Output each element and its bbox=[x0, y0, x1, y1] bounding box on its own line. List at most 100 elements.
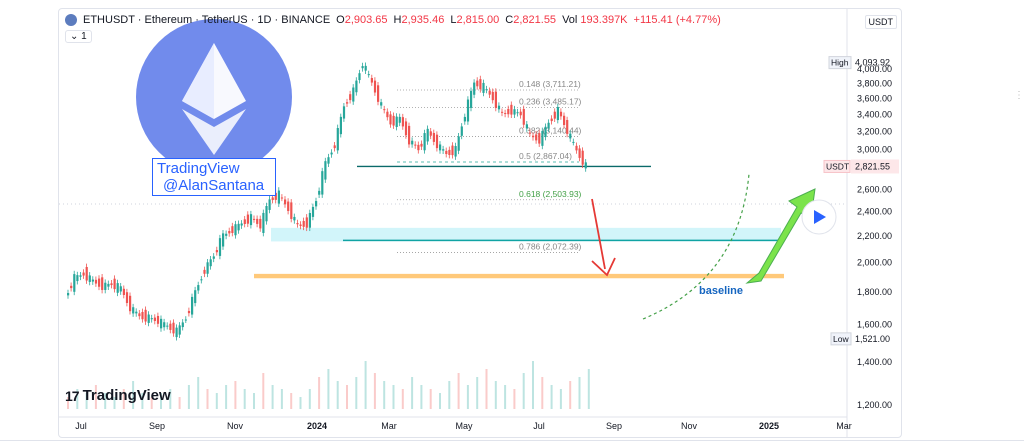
candle-body bbox=[222, 233, 225, 247]
tradingview-logo-icon: 17 bbox=[65, 387, 80, 404]
candle-body bbox=[141, 311, 144, 320]
candle-body bbox=[166, 325, 169, 327]
candle-body bbox=[315, 201, 318, 207]
collapse-legend-button[interactable]: ⌄ 1 bbox=[65, 30, 92, 43]
volume-bar bbox=[243, 389, 246, 409]
candle-body bbox=[482, 82, 485, 93]
candle-body bbox=[293, 216, 296, 221]
baseline-zone bbox=[271, 227, 781, 242]
candle-body bbox=[129, 295, 132, 312]
time-tick-label: Mar bbox=[836, 421, 852, 431]
time-tick-label: Sep bbox=[606, 421, 622, 431]
candle-body bbox=[361, 66, 364, 69]
volume-bar bbox=[401, 389, 404, 409]
volume-bar bbox=[290, 393, 293, 409]
volume-bar bbox=[318, 377, 321, 409]
candle-body bbox=[370, 78, 373, 83]
candle-body bbox=[194, 290, 197, 304]
volume-bar bbox=[494, 381, 497, 409]
candle-body bbox=[138, 313, 141, 317]
candle-body bbox=[333, 145, 336, 149]
candle-body bbox=[491, 91, 494, 101]
candle-body bbox=[119, 286, 122, 292]
candle-body bbox=[488, 90, 491, 95]
candle-body bbox=[101, 277, 104, 290]
price-tick-label: 2,000.00 bbox=[857, 257, 892, 267]
volume-bar bbox=[150, 397, 153, 409]
candle-body bbox=[404, 121, 408, 136]
candle-body bbox=[76, 275, 79, 282]
candle-body bbox=[420, 143, 423, 147]
low-value: 2,815.00 bbox=[456, 14, 500, 26]
candle-body bbox=[504, 113, 507, 115]
baseline-label: baseline bbox=[699, 285, 743, 297]
volume-bar bbox=[466, 385, 469, 409]
volume-bar bbox=[104, 393, 107, 409]
candle-body bbox=[432, 132, 435, 142]
candle-body bbox=[243, 219, 246, 224]
candle-body bbox=[318, 190, 321, 195]
candle-body bbox=[448, 149, 451, 155]
candle-body bbox=[470, 90, 473, 108]
candle-body bbox=[398, 116, 401, 123]
volume-value: 193.397K bbox=[580, 14, 628, 26]
chart-panel[interactable]: 4,000.00 3,800.00 3,600.00 3,400.00 3,200.00… bbox=[58, 8, 902, 438]
axis-currency-button[interactable]: USDT bbox=[864, 15, 897, 29]
candle-body bbox=[181, 322, 184, 328]
fib-level-label: 0.236 (3,485.17) bbox=[519, 97, 582, 107]
tradingview-logo[interactable]: 17 TradingView bbox=[65, 387, 171, 404]
volume-bar bbox=[392, 385, 395, 409]
candle-body bbox=[122, 288, 125, 295]
volume-bar bbox=[85, 393, 88, 409]
symbol-title[interactable]: ETHUSDT · Ethereum · TetherUS · 1D · BIN… bbox=[83, 14, 331, 26]
candle-body bbox=[234, 224, 237, 236]
candle-body bbox=[169, 323, 172, 330]
candle-body bbox=[442, 149, 445, 151]
candle-body bbox=[240, 223, 243, 226]
volume-bar bbox=[76, 389, 79, 409]
volume-bar bbox=[280, 389, 283, 409]
high-marker-value: 4,093.92 bbox=[855, 58, 890, 68]
candle-body bbox=[466, 99, 470, 122]
volume-bar bbox=[476, 377, 479, 409]
candle-body bbox=[327, 157, 330, 164]
candle-body bbox=[302, 220, 305, 227]
fib-level-label: 0.5 (2,867.04) bbox=[519, 151, 572, 161]
volume-bar bbox=[550, 385, 553, 409]
low-marker-box bbox=[830, 332, 852, 346]
candle-body bbox=[70, 285, 73, 289]
high-label: H bbox=[393, 14, 402, 26]
candle-body bbox=[271, 197, 274, 201]
candle-body bbox=[225, 233, 228, 236]
candle-body bbox=[203, 269, 206, 274]
candle-body bbox=[163, 322, 166, 328]
candle-body bbox=[305, 217, 308, 228]
high-marker-box bbox=[828, 56, 852, 70]
last-price-value: 2,821.55 bbox=[855, 161, 890, 171]
close-value: 2,821.55 bbox=[513, 14, 557, 26]
volume-bar bbox=[439, 393, 441, 409]
candle-body bbox=[277, 190, 280, 204]
price-tick-label: 1,200.00 bbox=[857, 400, 892, 410]
side-toolbar-icon: ⋮ bbox=[1014, 90, 1024, 101]
volume-bar bbox=[67, 397, 69, 409]
candle-body bbox=[367, 74, 370, 76]
support-zone-orange bbox=[254, 273, 784, 279]
volume-bar bbox=[169, 389, 172, 409]
volume-bar bbox=[336, 381, 339, 409]
volume-bar bbox=[569, 381, 572, 409]
candle-body bbox=[563, 115, 566, 126]
candle-body bbox=[125, 292, 129, 304]
candle-body bbox=[439, 144, 442, 151]
candle-body bbox=[175, 327, 178, 338]
time-tick-label: May bbox=[455, 421, 473, 431]
watermark-line-1: TradingView bbox=[157, 160, 240, 177]
price-chart[interactable]: 4,000.00 3,800.00 3,600.00 3,400.00 3,200.00… bbox=[59, 9, 901, 437]
candle-body bbox=[463, 116, 466, 122]
candle-body bbox=[67, 293, 70, 296]
price-tick-label: 1,600.00 bbox=[857, 320, 892, 330]
candle-body bbox=[389, 114, 392, 125]
candle-body bbox=[88, 275, 91, 282]
time-tick-label: Nov bbox=[227, 421, 244, 431]
candle-body bbox=[321, 171, 324, 195]
